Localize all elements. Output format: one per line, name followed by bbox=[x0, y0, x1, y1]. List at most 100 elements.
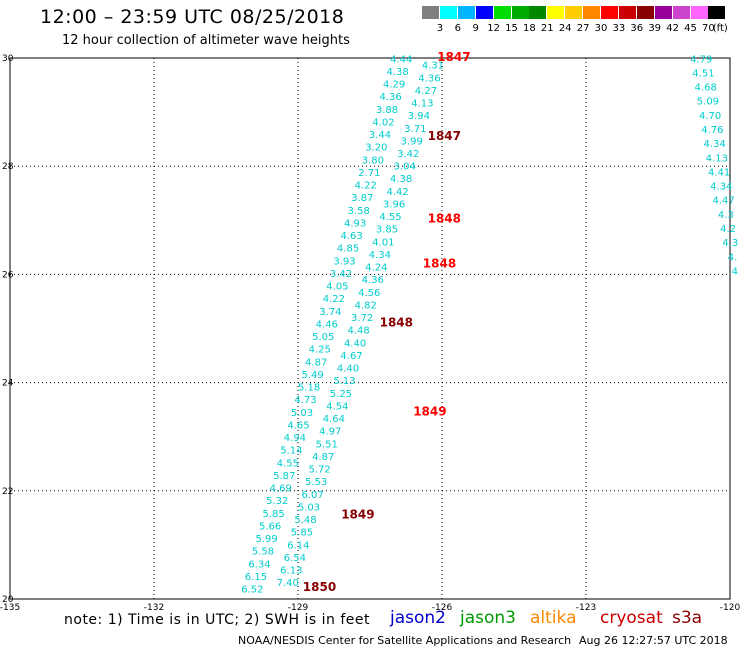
scale-tick-label: 36 bbox=[630, 23, 644, 34]
swh-value: 4.40 bbox=[344, 338, 366, 349]
swh-value: 4.38 bbox=[390, 174, 412, 185]
swh-value: 5.87 bbox=[273, 471, 295, 482]
track-time-label: 1849 bbox=[341, 507, 374, 521]
scale-tick-label: 45 bbox=[684, 23, 697, 34]
swh-value: 4.36 bbox=[362, 275, 384, 286]
swh-value: 4.65 bbox=[287, 420, 309, 431]
swh-value: 3.44 bbox=[369, 130, 391, 141]
swh-value: 5.13 bbox=[333, 376, 355, 387]
scale-tick-label: 21 bbox=[540, 23, 554, 34]
swh-value: 4.47 bbox=[712, 196, 734, 207]
axis-ticks: -135 -132 -129 -126 -123 -120 20 22 24 26 28 30 bbox=[0, 54, 740, 613]
lon-tick-label: -126 bbox=[432, 603, 453, 613]
lat-tick-label: 24 bbox=[2, 379, 14, 389]
swh-value: 4.69 bbox=[270, 484, 292, 495]
swh-value: 4.27 bbox=[415, 86, 437, 97]
swh-value: 6.15 bbox=[245, 572, 267, 583]
timestamp: Aug 26 12:27:57 UTC 2018 bbox=[579, 634, 728, 647]
swh-value: 4.01 bbox=[372, 237, 394, 248]
swh-value: 3.20 bbox=[365, 143, 387, 154]
swh-value: 4.24 bbox=[365, 263, 387, 274]
track-time-label: 1847 bbox=[428, 129, 461, 143]
scale-swatch bbox=[439, 6, 457, 19]
swh-value: 5.72 bbox=[309, 465, 331, 476]
swh-value: 3.58 bbox=[348, 206, 370, 217]
scale-tick-label: (ft) bbox=[712, 23, 728, 34]
lon-tick-label: -123 bbox=[576, 603, 596, 613]
scale-tick-label: 9 bbox=[472, 23, 479, 34]
swh-value: 4.46 bbox=[316, 319, 338, 330]
swh-value: 4.2 bbox=[720, 224, 736, 235]
swh-value: 6.13 bbox=[280, 566, 302, 577]
swh-value: 4.85 bbox=[337, 244, 359, 255]
lat-tick-label: 26 bbox=[2, 270, 14, 280]
lat-tick-label: 22 bbox=[2, 487, 13, 497]
scale-tick-label: 30 bbox=[594, 23, 608, 34]
swh-value: 3.42 bbox=[397, 149, 419, 160]
swh-value: 4.05 bbox=[326, 282, 348, 293]
swh-value: 5.14 bbox=[280, 446, 302, 457]
swh-value: 3.94 bbox=[408, 111, 430, 122]
swh-value: 4.22 bbox=[323, 294, 345, 305]
swh-value: 4.02 bbox=[372, 117, 394, 128]
swh-value: 4.97 bbox=[319, 427, 341, 438]
swh-value: 4.25 bbox=[309, 345, 331, 356]
scale-tick-label: 39 bbox=[648, 23, 662, 34]
swh-value: 4.34 bbox=[704, 139, 726, 150]
scale-tick-label: 6 bbox=[454, 23, 461, 34]
swh-value: 4.44 bbox=[390, 54, 412, 65]
track-time-label: 1850 bbox=[303, 580, 336, 594]
swh-value: 4.38 bbox=[387, 67, 409, 78]
swh-value: 5.99 bbox=[255, 534, 277, 545]
scale-swatch bbox=[654, 6, 672, 19]
scale-swatch bbox=[529, 6, 547, 19]
track-time-label: 1848 bbox=[423, 256, 456, 270]
scale-tick-label: 27 bbox=[576, 23, 590, 34]
swh-value: 4.63 bbox=[340, 231, 362, 242]
swh-value: 4.42 bbox=[386, 187, 408, 198]
swh-value: 6.52 bbox=[241, 585, 263, 596]
swh-value: 5.85 bbox=[291, 528, 313, 539]
swh-value: 5.03 bbox=[291, 408, 313, 419]
swh-value: 5.66 bbox=[259, 521, 281, 532]
scale-tick-label: 12 bbox=[487, 23, 500, 34]
swh-value: 5.25 bbox=[330, 389, 352, 400]
swh-value: 4.40 bbox=[337, 364, 359, 375]
swh-value: 3.96 bbox=[383, 199, 405, 210]
swh-value: 4.34 bbox=[369, 250, 391, 261]
swh-value: 4.87 bbox=[312, 452, 334, 463]
swh-value: 4.3 bbox=[718, 210, 734, 221]
scale-tick-label: 15 bbox=[505, 23, 518, 34]
swh-value: 3.71 bbox=[404, 124, 426, 135]
scale-tick-label: 70 bbox=[702, 23, 715, 34]
swh-value: 4.54 bbox=[326, 401, 348, 412]
lat-tick-label: 30 bbox=[2, 54, 14, 64]
swh-value: 3.87 bbox=[351, 193, 373, 204]
lon-tick-label: -135 bbox=[0, 603, 20, 613]
swh-value: 4.55 bbox=[277, 458, 299, 469]
scale-tick-label: 24 bbox=[558, 23, 572, 34]
scale-tick-label: 3 bbox=[436, 23, 444, 34]
map-grid bbox=[10, 58, 730, 599]
scale-swatch bbox=[457, 6, 475, 19]
swh-value: 4.3 bbox=[722, 238, 738, 249]
track-time-labels: 1847 1847 1848 1848 1848 1849 1849 1850 bbox=[303, 50, 471, 594]
swh-value: 4.13 bbox=[411, 99, 433, 110]
swh-value: 3.80 bbox=[362, 155, 384, 166]
scale-tick-label: 42 bbox=[666, 23, 679, 34]
swh-value: 6.14 bbox=[287, 540, 309, 551]
scale-swatch bbox=[565, 6, 583, 19]
swh-value: 4.68 bbox=[695, 83, 717, 94]
swh-value: 4.55 bbox=[379, 212, 401, 223]
swh-value: 4.31 bbox=[422, 61, 444, 72]
lon-tick-label: -120 bbox=[720, 603, 740, 613]
swh-value: 5.49 bbox=[301, 370, 323, 381]
scale-tick-label: 18 bbox=[523, 23, 536, 34]
scale-swatch bbox=[601, 6, 618, 19]
swh-value: 4.73 bbox=[294, 395, 316, 406]
swh-value: 4.94 bbox=[284, 433, 306, 444]
swh-value: 4.51 bbox=[692, 68, 714, 79]
swh-value: 4.48 bbox=[347, 326, 369, 337]
credit-line: NOAA/NESDIS Center for Satellite Applica… bbox=[238, 634, 572, 647]
